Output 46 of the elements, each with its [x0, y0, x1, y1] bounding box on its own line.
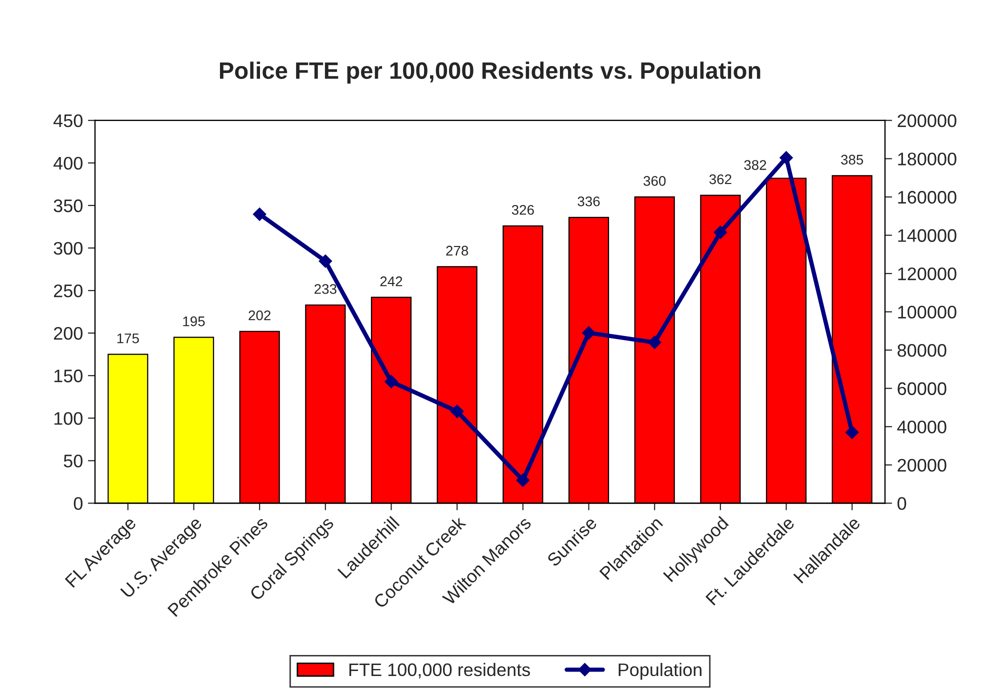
y-tick-label: 300 [54, 242, 82, 255]
point [582, 326, 596, 340]
chart-title: Police FTE per 100,000 Residents vs. Population [220, 62, 760, 84]
point [780, 151, 793, 164]
y-tick-label: 0 [74, 497, 82, 510]
data-label: 385 [841, 154, 864, 165]
point [516, 474, 530, 487]
point [384, 375, 398, 388]
point [845, 426, 859, 439]
data-label: 175 [117, 334, 139, 344]
data-label: 362 [709, 174, 732, 184]
y-tick-label: 450 [53, 114, 82, 128]
point [450, 404, 464, 418]
y-tick-label: 150 [54, 370, 82, 382]
y2-tick-label: 0 [898, 497, 906, 510]
point [714, 226, 728, 239]
y2-tick-label: 80000 [898, 344, 946, 357]
y2-tick-label: 20000 [898, 458, 946, 472]
y2-tick-label: 40000 [897, 420, 946, 434]
y-tick-label: 400 [53, 156, 82, 170]
y2-tick-label: 200000 [898, 114, 956, 128]
point [318, 254, 332, 268]
y2-tick-label: 140000 [898, 229, 956, 242]
y-tick-label: 250 [54, 284, 82, 298]
y2-tick-label: 120000 [898, 267, 956, 280]
data-label: 278 [446, 246, 468, 256]
legend-label: Population [618, 662, 702, 680]
data-label: 242 [380, 276, 402, 286]
data-label: 360 [644, 176, 666, 186]
data-label: 202 [248, 310, 270, 320]
y-tick-label: 100 [54, 412, 82, 425]
data-label: 326 [512, 204, 534, 215]
data-label: 195 [183, 316, 205, 326]
data-label: 233 [314, 284, 336, 294]
y-tick-label: 200 [54, 327, 82, 340]
y2-tick-label: 100000 [898, 306, 956, 319]
y-tick-label: 350 [54, 199, 82, 212]
data-label: 336 [578, 196, 600, 206]
y2-tick-label: 180000 [898, 152, 956, 166]
point [648, 336, 662, 350]
y2-tick-label: 60000 [898, 382, 946, 396]
legend-label: FTE 100,000 residents [349, 662, 530, 678]
y2-tick-label: 160000 [898, 190, 956, 204]
point [252, 208, 266, 221]
y-tick-label: 50 [64, 454, 82, 468]
data-label: 382 [744, 160, 766, 170]
